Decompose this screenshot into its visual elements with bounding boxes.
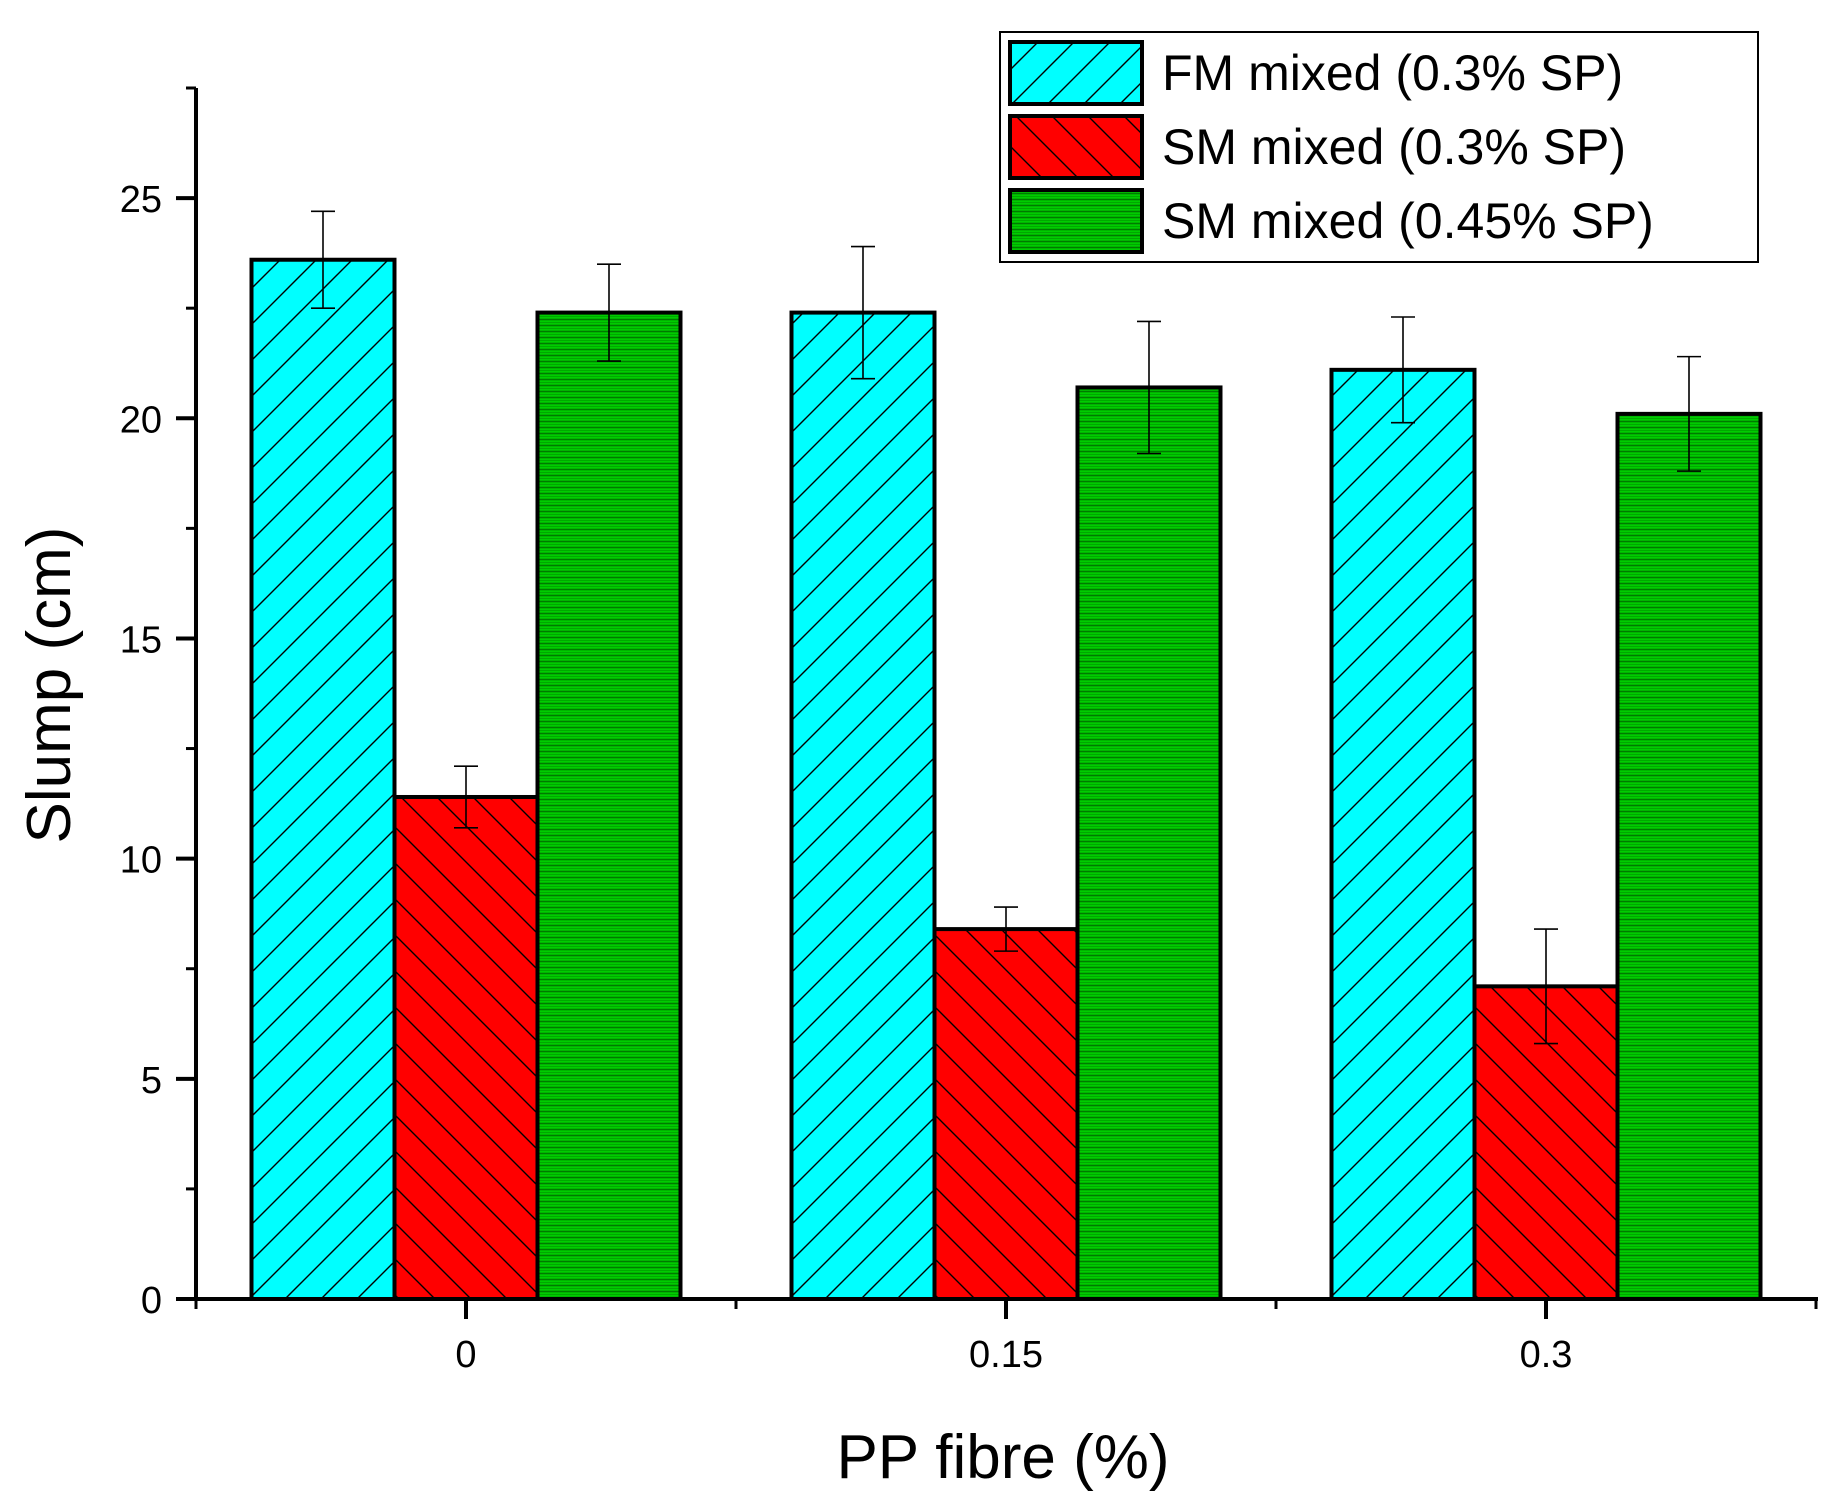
legend-swatch-outline — [1008, 40, 1144, 106]
bar-outline-3-0.3 — [1615, 411, 1763, 1301]
legend-item-2: SM mixed (0.3% SP) — [1008, 114, 1626, 180]
x-tick-label: 0 — [455, 1334, 476, 1376]
x-axis-title: PP fibre (%) — [836, 1423, 1169, 1492]
bar-outline-2-0 — [392, 794, 540, 1302]
legend-label: FM mixed (0.3% SP) — [1162, 45, 1623, 101]
y-tick-label: 25 — [120, 179, 162, 221]
error-bar-2-0 — [454, 765, 478, 829]
error-bar-1-0.15 — [851, 245, 875, 380]
bar-outline-1-0.3 — [1329, 367, 1477, 1302]
y-tick-label: 20 — [120, 399, 162, 441]
bar-outline-2-0.15 — [932, 927, 1080, 1301]
legend-label: SM mixed (0.45% SP) — [1162, 193, 1654, 249]
axes-layer: 0 5 10 15 20 25 0 0.15 0.3 — [120, 86, 1818, 1376]
legend-swatch-outline — [1008, 188, 1144, 254]
error-bars-layer — [311, 210, 1701, 1045]
legend-item-3: SM mixed (0.45% SP) — [1008, 188, 1654, 254]
legend-item-1: FM mixed (0.3% SP) — [1008, 40, 1623, 106]
y-tick-label: 5 — [141, 1060, 162, 1102]
error-bar-3-0.15 — [1137, 320, 1161, 455]
bar-outline-3-0.15 — [1075, 385, 1223, 1301]
error-bar-1-0.3 — [1391, 316, 1415, 424]
y-tick-label: 10 — [120, 840, 162, 882]
y-tick-label: 15 — [120, 619, 162, 661]
bars-layer — [249, 257, 1763, 1302]
x-tick-label: 0.3 — [1520, 1334, 1573, 1376]
legend-label: SM mixed (0.3% SP) — [1162, 119, 1626, 175]
error-bar-3-0 — [597, 263, 621, 362]
y-axis-title: Slump (cm) — [15, 527, 84, 844]
bar-outline-1-0.15 — [789, 310, 937, 1301]
error-bar-2-0.15 — [994, 906, 1018, 952]
legend: FM mixed (0.3% SP) SM mixed (0.3% SP) SM m… — [999, 31, 1759, 263]
error-bar-2-0.3 — [1534, 928, 1558, 1045]
x-tick-label: 0.15 — [969, 1334, 1043, 1376]
error-bar-3-0.3 — [1677, 355, 1701, 472]
legend-swatch-outline — [1008, 114, 1144, 180]
y-tick-label: 0 — [141, 1280, 162, 1322]
error-bar-1-0 — [311, 210, 335, 309]
bar-outline-3-0 — [535, 310, 683, 1301]
bar-outline-1-0 — [249, 257, 397, 1301]
